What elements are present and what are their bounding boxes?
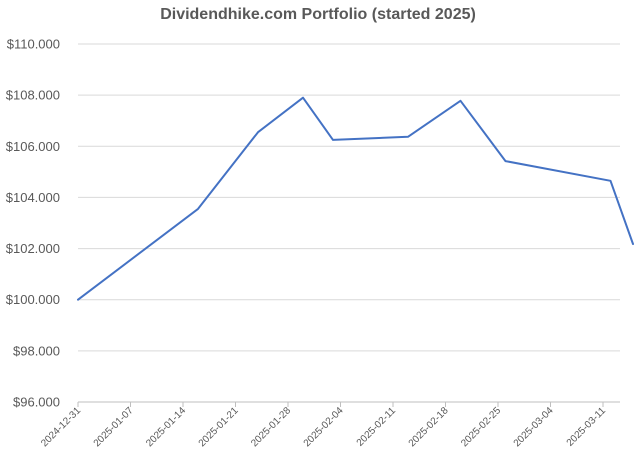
y-tick-label: $104.000 bbox=[6, 190, 60, 205]
y-tick-label: $108.000 bbox=[6, 88, 60, 103]
x-tick-label: 2025-03-04 bbox=[512, 405, 556, 449]
x-tick-label: 2025-02-04 bbox=[302, 405, 346, 449]
x-tick-label: 2025-02-18 bbox=[407, 405, 451, 449]
y-tick-label: $96.000 bbox=[13, 395, 60, 410]
y-tick-label: $100.000 bbox=[6, 292, 60, 307]
y-tick-label: $102.000 bbox=[6, 241, 60, 256]
x-tick-label: 2025-01-07 bbox=[92, 405, 136, 449]
x-tick-label: 2025-02-25 bbox=[459, 405, 503, 449]
x-tick-label: 2025-01-14 bbox=[144, 405, 188, 449]
y-tick-label: $110.000 bbox=[7, 37, 60, 52]
y-tick-label: $106.000 bbox=[6, 139, 60, 154]
x-tick-label: 2025-01-28 bbox=[249, 405, 293, 449]
x-tick-label: 2024-12-31 bbox=[39, 405, 83, 449]
portfolio-series-line bbox=[77, 96, 634, 301]
x-tick-label: 2025-03-11 bbox=[565, 405, 609, 449]
x-tick-label: 2025-02-11 bbox=[355, 405, 399, 449]
chart-title: Dividendhike.com Portfolio (started 2025… bbox=[160, 6, 476, 23]
y-tick-label: $98.000 bbox=[13, 343, 60, 358]
x-tick-label: 2025-01-21 bbox=[197, 405, 241, 449]
